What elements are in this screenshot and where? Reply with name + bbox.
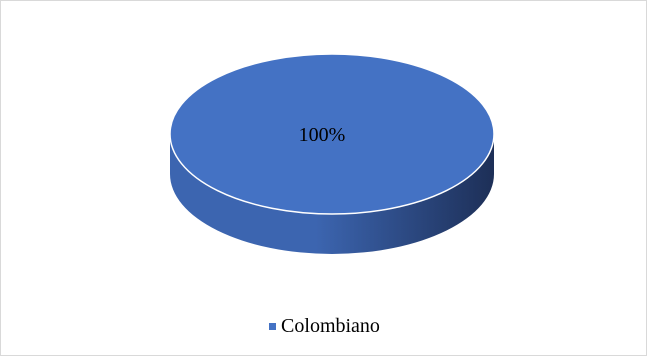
legend-label-colombiano: Colombiano — [281, 315, 380, 337]
pie-slice-colombiano — [169, 53, 495, 215]
legend-swatch-colombiano — [269, 323, 277, 330]
pie-slice-side-colombiano — [170, 134, 494, 254]
data-label-colombiano: 100% — [299, 124, 346, 146]
legend: Colombiano — [1, 315, 647, 338]
